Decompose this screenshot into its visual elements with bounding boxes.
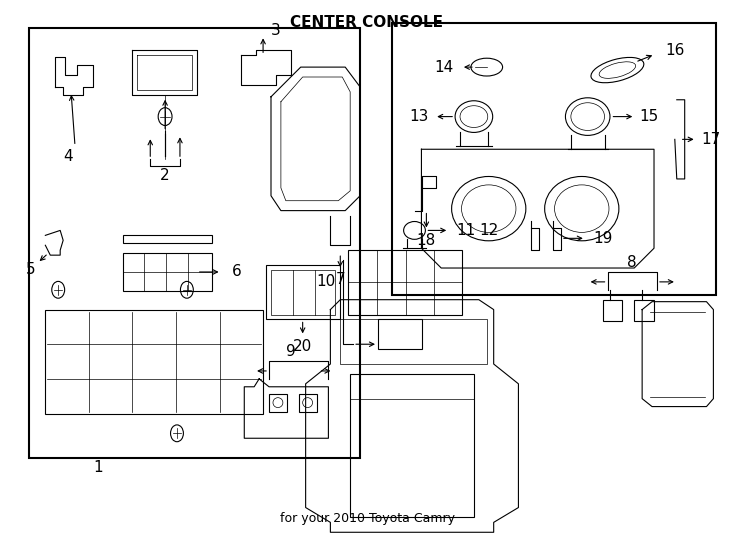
Text: 4: 4	[63, 148, 73, 164]
Text: 1: 1	[93, 461, 103, 475]
Text: 8: 8	[628, 254, 637, 269]
Bar	[378, 320, 423, 349]
Text: 10: 10	[317, 274, 336, 289]
Text: 13: 13	[410, 109, 429, 124]
Text: 5: 5	[26, 262, 35, 278]
Bar	[46, 309, 263, 414]
Text: 14: 14	[435, 59, 454, 75]
Text: 3: 3	[271, 23, 281, 38]
Bar	[634, 300, 654, 321]
Text: 9: 9	[286, 343, 296, 359]
Bar	[266, 265, 341, 320]
Bar	[271, 270, 335, 314]
Text: 2: 2	[160, 168, 170, 184]
Text: 19: 19	[593, 231, 612, 246]
Text: 7: 7	[335, 272, 345, 287]
Text: 16: 16	[665, 43, 685, 58]
Text: 17: 17	[702, 132, 721, 147]
Text: 20: 20	[293, 339, 312, 354]
Bar	[269, 394, 287, 411]
Text: CENTER CONSOLE: CENTER CONSOLE	[291, 15, 443, 30]
Bar	[392, 23, 716, 295]
Bar	[123, 253, 211, 291]
Bar	[123, 235, 211, 244]
Text: 12: 12	[479, 223, 498, 238]
Text: 18: 18	[417, 233, 436, 248]
Text: for your 2010 Toyota Camry: for your 2010 Toyota Camry	[280, 512, 454, 525]
Bar	[350, 374, 474, 517]
Text: 11: 11	[457, 223, 476, 238]
Bar	[603, 300, 622, 321]
Bar	[299, 394, 316, 411]
Text: 6: 6	[231, 265, 241, 280]
Bar	[348, 250, 462, 314]
Text: 15: 15	[639, 109, 658, 124]
Bar	[341, 320, 487, 364]
Bar	[29, 28, 360, 458]
